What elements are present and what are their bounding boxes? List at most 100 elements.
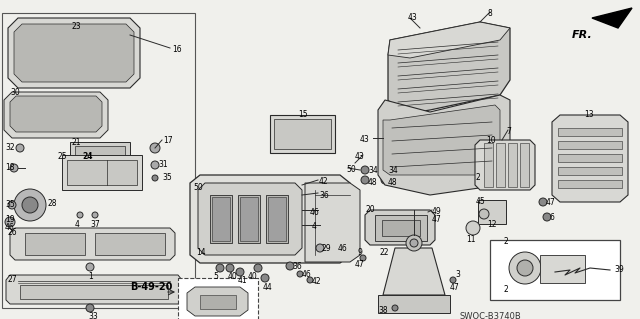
Text: 40: 40 — [248, 272, 258, 281]
Text: 28: 28 — [47, 199, 56, 208]
Bar — [274, 119, 331, 149]
Text: 2: 2 — [503, 237, 508, 246]
Text: 7: 7 — [506, 127, 511, 136]
Circle shape — [5, 217, 15, 227]
Text: 42: 42 — [312, 277, 322, 286]
Bar — [238, 195, 260, 243]
Text: 36: 36 — [319, 191, 329, 200]
Text: 46: 46 — [338, 244, 348, 253]
Circle shape — [8, 201, 16, 209]
Bar — [210, 195, 232, 243]
Circle shape — [361, 166, 369, 174]
Text: B-49-20: B-49-20 — [130, 282, 172, 292]
Text: 44: 44 — [263, 283, 273, 292]
Bar — [2, 13, 195, 308]
Circle shape — [392, 305, 398, 311]
Text: 50: 50 — [346, 165, 356, 174]
Text: 3: 3 — [455, 270, 460, 279]
Polygon shape — [190, 175, 350, 263]
Text: 46: 46 — [310, 208, 320, 217]
Polygon shape — [10, 228, 175, 260]
Bar — [270, 115, 335, 153]
Circle shape — [92, 212, 98, 218]
Text: 37: 37 — [90, 220, 100, 229]
Bar — [268, 197, 286, 241]
Text: 38: 38 — [378, 306, 388, 315]
Bar — [67, 160, 137, 185]
Text: 35: 35 — [5, 200, 15, 209]
Bar — [200, 295, 236, 309]
Circle shape — [22, 197, 38, 213]
Bar — [212, 197, 230, 241]
Polygon shape — [383, 248, 445, 295]
Text: 10: 10 — [486, 136, 495, 145]
Circle shape — [450, 277, 456, 283]
Bar — [378, 295, 450, 313]
Circle shape — [466, 221, 480, 235]
Polygon shape — [187, 287, 248, 316]
Bar — [70, 142, 130, 174]
Circle shape — [216, 264, 224, 272]
Text: 26: 26 — [8, 228, 18, 237]
Bar — [558, 154, 622, 162]
Text: 25: 25 — [58, 152, 68, 161]
Text: 29: 29 — [322, 244, 332, 253]
Polygon shape — [305, 183, 360, 262]
Circle shape — [86, 263, 94, 271]
Text: 33: 33 — [88, 312, 98, 319]
Text: 46: 46 — [302, 270, 312, 279]
Text: 47: 47 — [450, 283, 460, 292]
Text: 12: 12 — [487, 220, 497, 229]
Circle shape — [307, 277, 313, 283]
Text: 8: 8 — [488, 9, 493, 18]
Text: 34: 34 — [368, 166, 378, 175]
Bar — [62, 155, 142, 190]
Text: 2: 2 — [503, 285, 508, 294]
Text: 20: 20 — [365, 205, 374, 214]
Polygon shape — [552, 115, 628, 202]
Text: 47: 47 — [546, 198, 556, 207]
Text: 34: 34 — [388, 166, 397, 175]
Text: 46: 46 — [5, 223, 15, 232]
Circle shape — [479, 209, 489, 219]
Bar — [240, 197, 258, 241]
Text: 5: 5 — [213, 272, 218, 281]
Circle shape — [152, 175, 158, 181]
Bar — [508, 143, 517, 187]
Text: 48: 48 — [388, 178, 397, 187]
Text: 40: 40 — [228, 272, 237, 281]
Text: 21: 21 — [72, 138, 81, 147]
Text: 2: 2 — [475, 173, 480, 182]
Text: SWOC-B3740B: SWOC-B3740B — [460, 312, 522, 319]
Circle shape — [539, 198, 547, 206]
Text: 23: 23 — [71, 22, 81, 31]
Bar — [520, 143, 529, 187]
Polygon shape — [4, 92, 108, 138]
Text: 13: 13 — [584, 110, 594, 119]
Text: 4: 4 — [312, 222, 317, 231]
Text: 1: 1 — [88, 272, 93, 281]
Bar — [558, 141, 622, 149]
Text: 49: 49 — [432, 207, 442, 216]
Text: 24: 24 — [82, 152, 93, 161]
Text: 22: 22 — [380, 248, 390, 257]
Circle shape — [77, 212, 83, 218]
Bar — [20, 285, 168, 299]
Polygon shape — [388, 22, 510, 58]
Text: 17: 17 — [163, 136, 173, 145]
Circle shape — [517, 260, 533, 276]
Text: 35: 35 — [162, 173, 172, 182]
Text: 14: 14 — [196, 248, 205, 257]
Circle shape — [297, 271, 303, 277]
Polygon shape — [365, 210, 435, 245]
Circle shape — [236, 268, 244, 276]
Circle shape — [543, 213, 551, 221]
Circle shape — [381, 166, 389, 174]
Text: 43: 43 — [355, 152, 365, 161]
Text: 27: 27 — [8, 275, 18, 284]
Bar — [558, 128, 622, 136]
Text: 41: 41 — [238, 276, 248, 285]
Circle shape — [381, 176, 389, 184]
Text: 4: 4 — [75, 220, 80, 229]
Text: 18: 18 — [5, 163, 15, 172]
